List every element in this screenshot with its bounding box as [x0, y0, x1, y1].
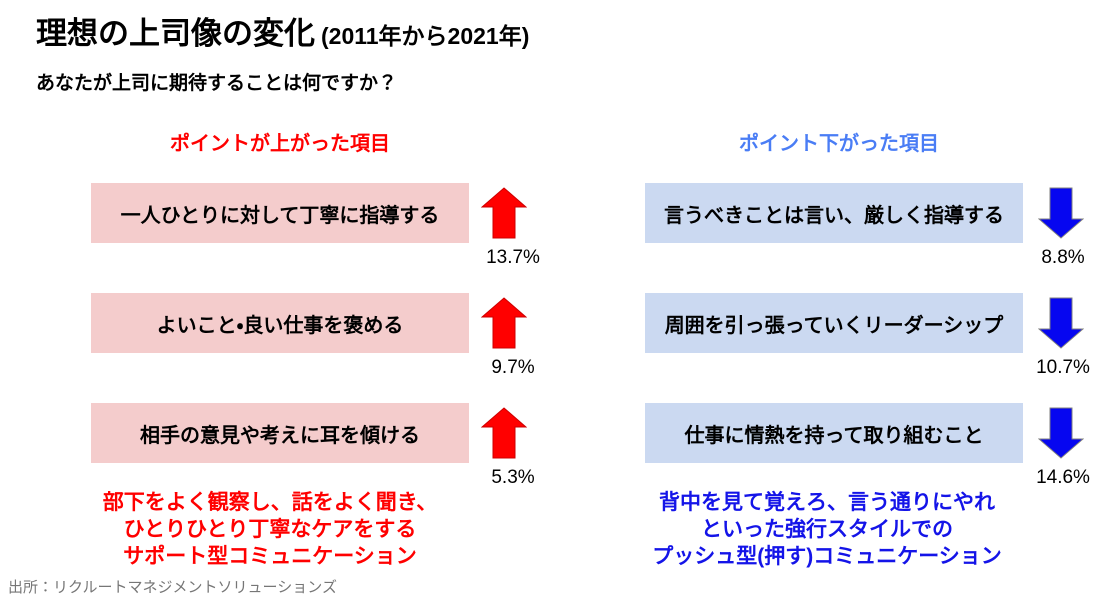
up-arrow-icon — [481, 407, 527, 459]
source-attribution: 出所：リクルートマネジメントソリューションズ — [8, 579, 337, 596]
increased-item-label-2: よいこと・良い仕事を褒める — [156, 314, 404, 337]
down-arrow-shape — [1038, 297, 1084, 349]
decreased-item-label-2: 周囲を引っ張っていくリーダーシップ — [664, 314, 1004, 337]
down-arrow-icon — [1038, 407, 1084, 459]
increased-item-value-2: 9.7% — [491, 357, 535, 378]
down-arrow-icon — [1038, 187, 1084, 239]
increased-summary-line-2: ひとりひとり丁寧なケアをする — [123, 518, 417, 541]
increased-column-header: ポイントが上がった項目 — [170, 133, 390, 155]
increased-summary-line-3: サポート型コミュニケーション — [123, 545, 417, 568]
increased-item-box-1: 一人ひとりに対して丁寧に指導する — [91, 183, 469, 243]
up-arrow-icon — [481, 297, 527, 349]
page-title-period: (2011年から2021年) — [321, 23, 530, 49]
up-arrow-icon — [481, 187, 527, 239]
down-arrow-shape — [1038, 407, 1084, 459]
increased-item-value-1: 13.7% — [486, 247, 540, 268]
decreased-item-label-1: 言うべきことは言い、厳しく指導する — [664, 204, 1004, 227]
decreased-item-box-3: 仕事に情熱を持って取り組むこと — [645, 403, 1023, 463]
decreased-item-box-2: 周囲を引っ張っていくリーダーシップ — [645, 293, 1023, 353]
up-arrow-shape — [481, 297, 527, 349]
page-title-main: 理想の上司像の変化 — [36, 16, 315, 51]
increased-summary-line-1: 部下をよく観察し、話をよく聞き、 — [102, 491, 438, 514]
increased-item-value-3: 5.3% — [491, 467, 535, 488]
increased-item-box-3: 相手の意見や考えに耳を傾ける — [91, 403, 469, 463]
increased-item-label-1: 一人ひとりに対して丁寧に指導する — [120, 204, 440, 227]
decreased-item-box-1: 言うべきことは言い、厳しく指導する — [645, 183, 1023, 243]
decreased-summary-line-1: 背中を見て覚えろ、言う通りにやれ — [659, 491, 995, 514]
decreased-summary: 背中を見て覚えろ、言う通りにやれ といった強行スタイルでの プッシュ型(押す)コ… — [632, 489, 1022, 570]
increased-item-label-3: 相手の意見や考えに耳を傾ける — [140, 424, 420, 447]
down-arrow-shape — [1038, 187, 1084, 239]
increased-summary: 部下をよく観察し、話をよく聞き、 ひとりひとり丁寧なケアをする サポート型コミュ… — [75, 489, 465, 570]
decreased-summary-line-2: といった強行スタイルでの — [701, 518, 953, 541]
survey-question: あなたが上司に期待することは何ですか？ — [36, 73, 398, 94]
up-arrow-shape — [481, 187, 527, 239]
decreased-item-label-3: 仕事に情熱を持って取り組むこと — [684, 424, 984, 447]
decreased-item-value-1: 8.8% — [1041, 247, 1085, 268]
decreased-item-value-2: 10.7% — [1036, 357, 1090, 378]
decreased-summary-line-3: プッシュ型(押す)コミュニケーション — [652, 545, 1002, 568]
down-arrow-icon — [1038, 297, 1084, 349]
increased-item-box-2: よいこと・良い仕事を褒める — [91, 293, 469, 353]
decreased-column-header: ポイント下がった項目 — [739, 133, 939, 155]
decreased-item-value-3: 14.6% — [1036, 467, 1090, 488]
up-arrow-shape — [481, 407, 527, 459]
page-title: 理想の上司像の変化 (2011年から2021年) — [36, 8, 529, 53]
